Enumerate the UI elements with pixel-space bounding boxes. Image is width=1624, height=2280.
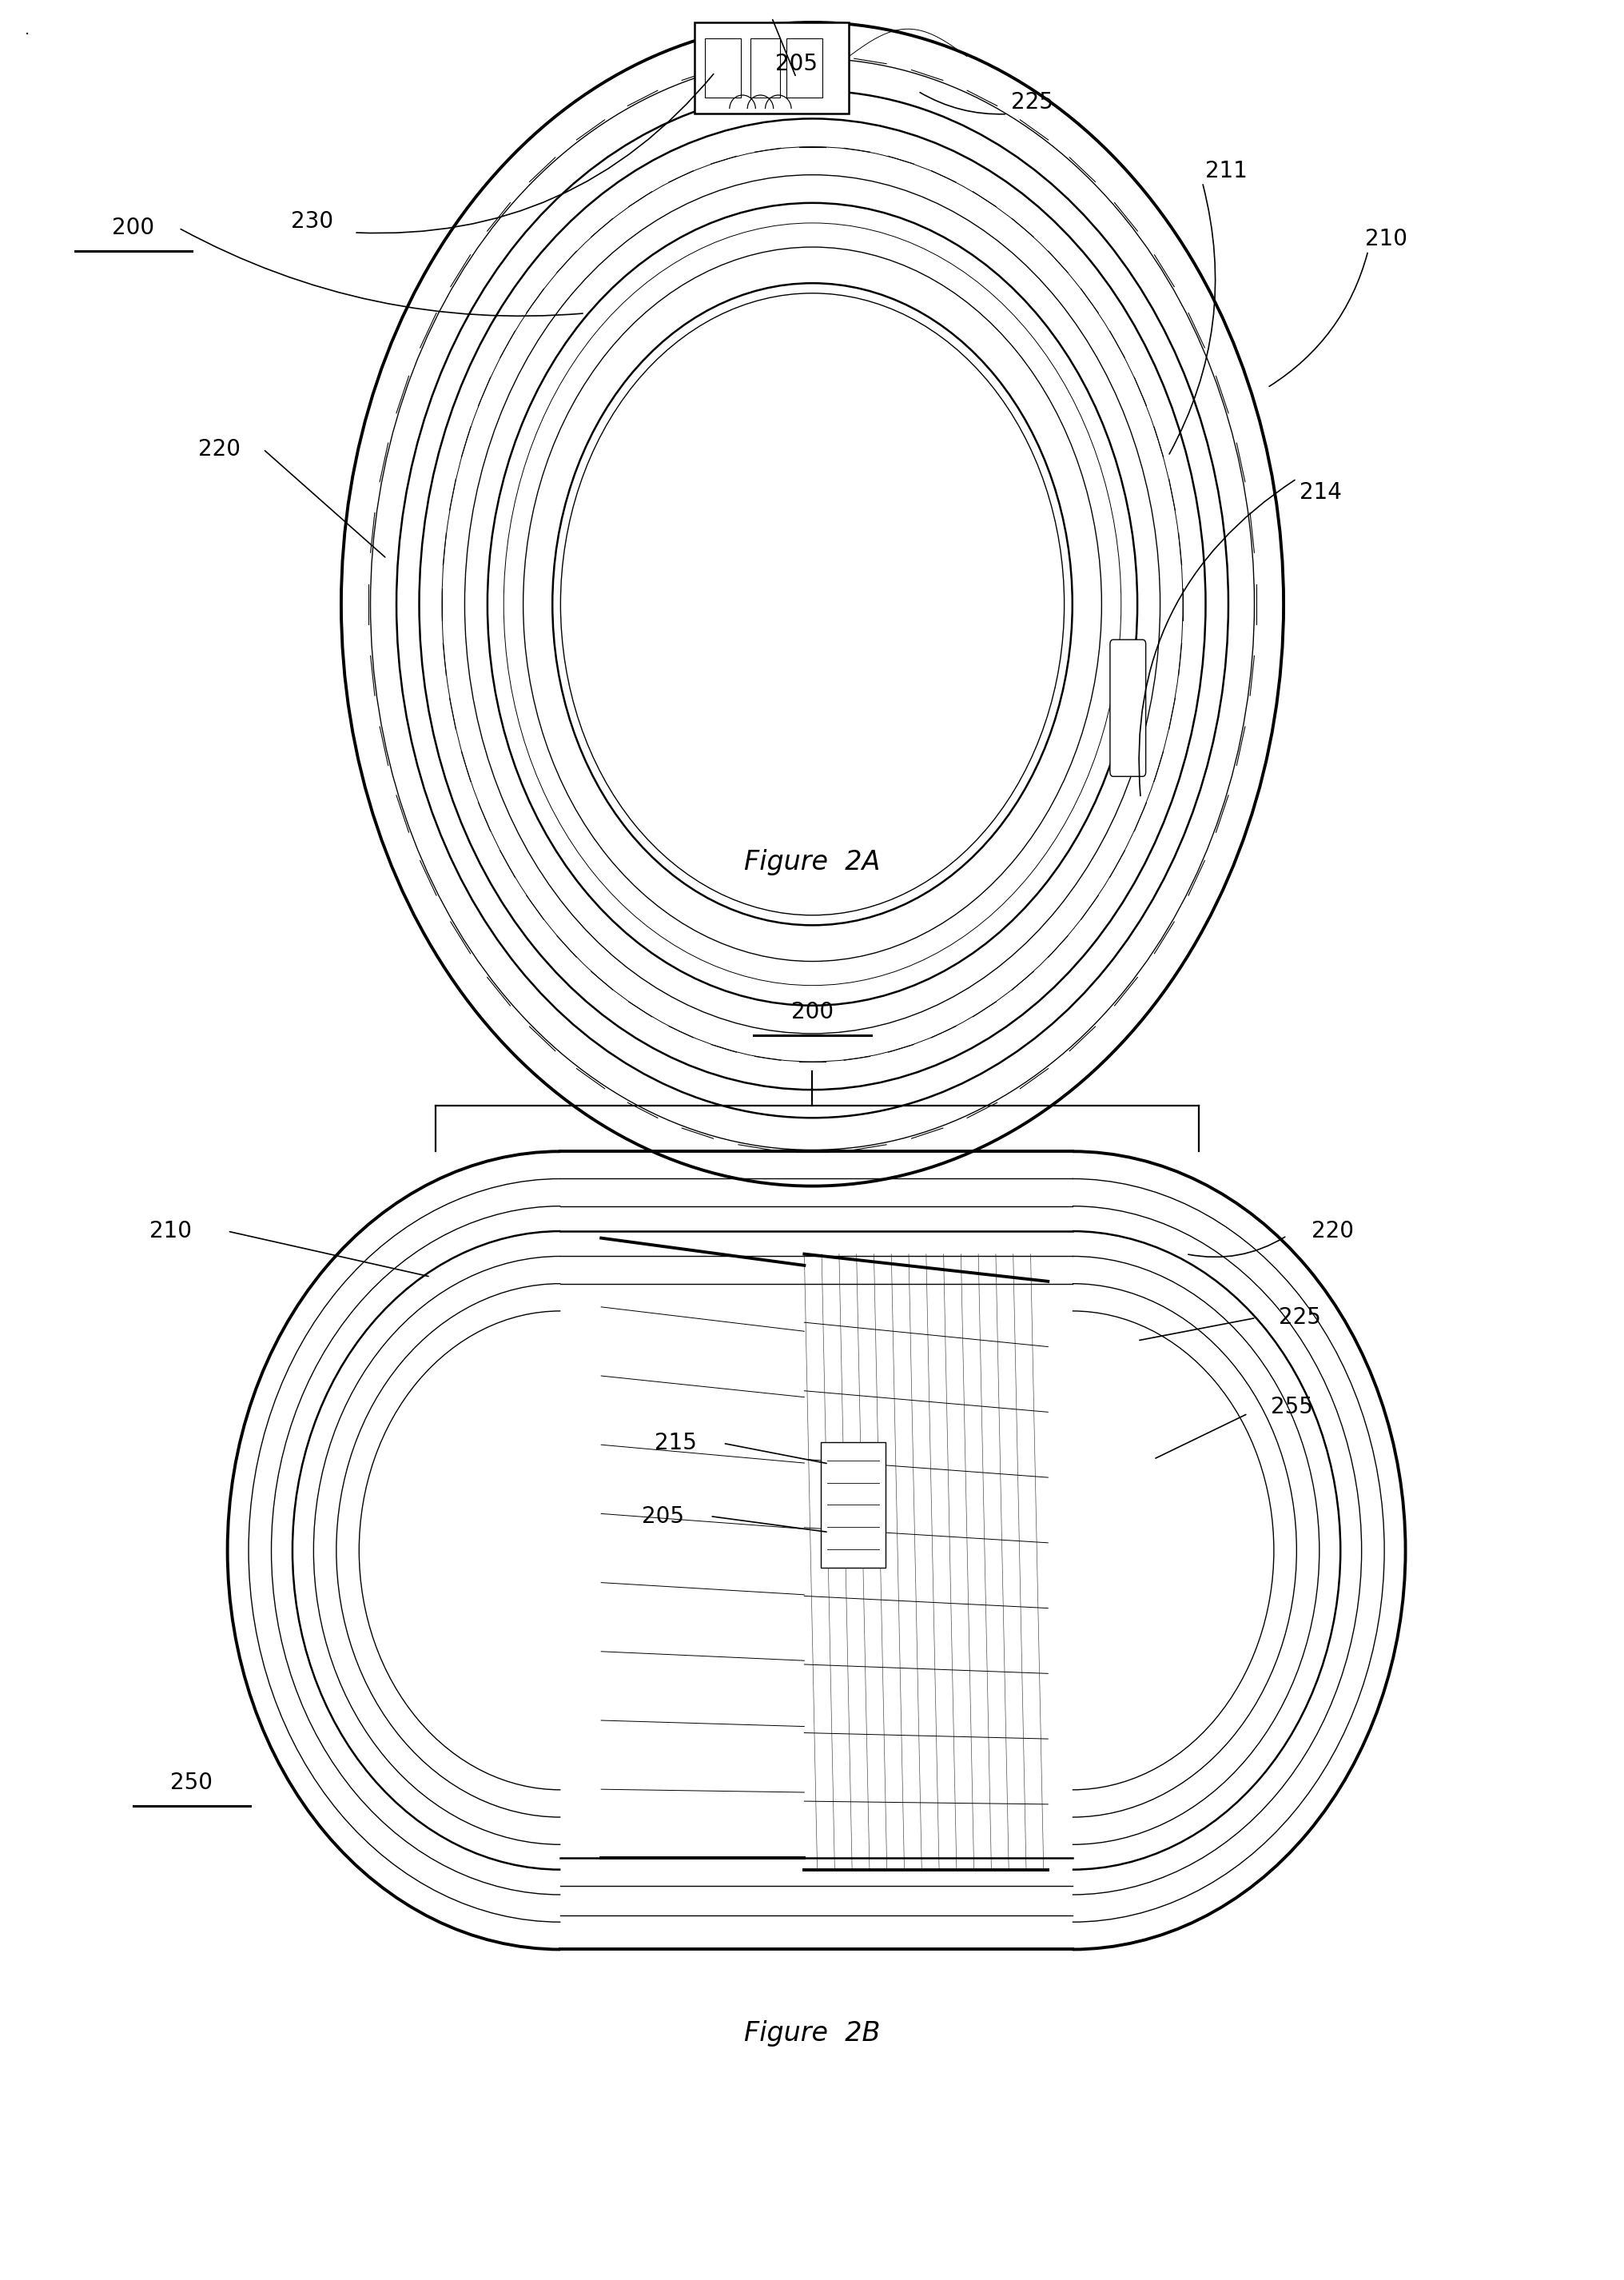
Text: 205: 205 — [775, 52, 817, 75]
Text: ·: · — [24, 27, 29, 43]
Text: 255: 255 — [1270, 1395, 1312, 1418]
Text: 214: 214 — [1299, 481, 1341, 504]
Text: 230: 230 — [291, 210, 333, 233]
Text: 200: 200 — [791, 1001, 833, 1024]
Text: 225: 225 — [1010, 91, 1052, 114]
Bar — [695, 23, 848, 114]
Bar — [820, 1443, 885, 1569]
Text: 200: 200 — [112, 217, 154, 239]
Text: Figure  2B: Figure 2B — [744, 2020, 880, 2047]
Bar — [786, 39, 822, 98]
FancyBboxPatch shape — [1109, 641, 1145, 777]
Text: 210: 210 — [1364, 228, 1406, 251]
Text: Figure  2A: Figure 2A — [744, 848, 880, 876]
Text: 220: 220 — [198, 438, 240, 461]
Bar — [750, 39, 780, 98]
Text: 210: 210 — [149, 1220, 192, 1243]
Bar — [705, 39, 741, 98]
Text: 211: 211 — [1205, 160, 1247, 182]
Text: 205: 205 — [641, 1505, 684, 1528]
Text: 250: 250 — [171, 1772, 213, 1794]
Text: 225: 225 — [1278, 1306, 1320, 1329]
Text: 215: 215 — [654, 1432, 697, 1455]
Ellipse shape — [560, 294, 1064, 914]
Text: 220: 220 — [1311, 1220, 1353, 1243]
